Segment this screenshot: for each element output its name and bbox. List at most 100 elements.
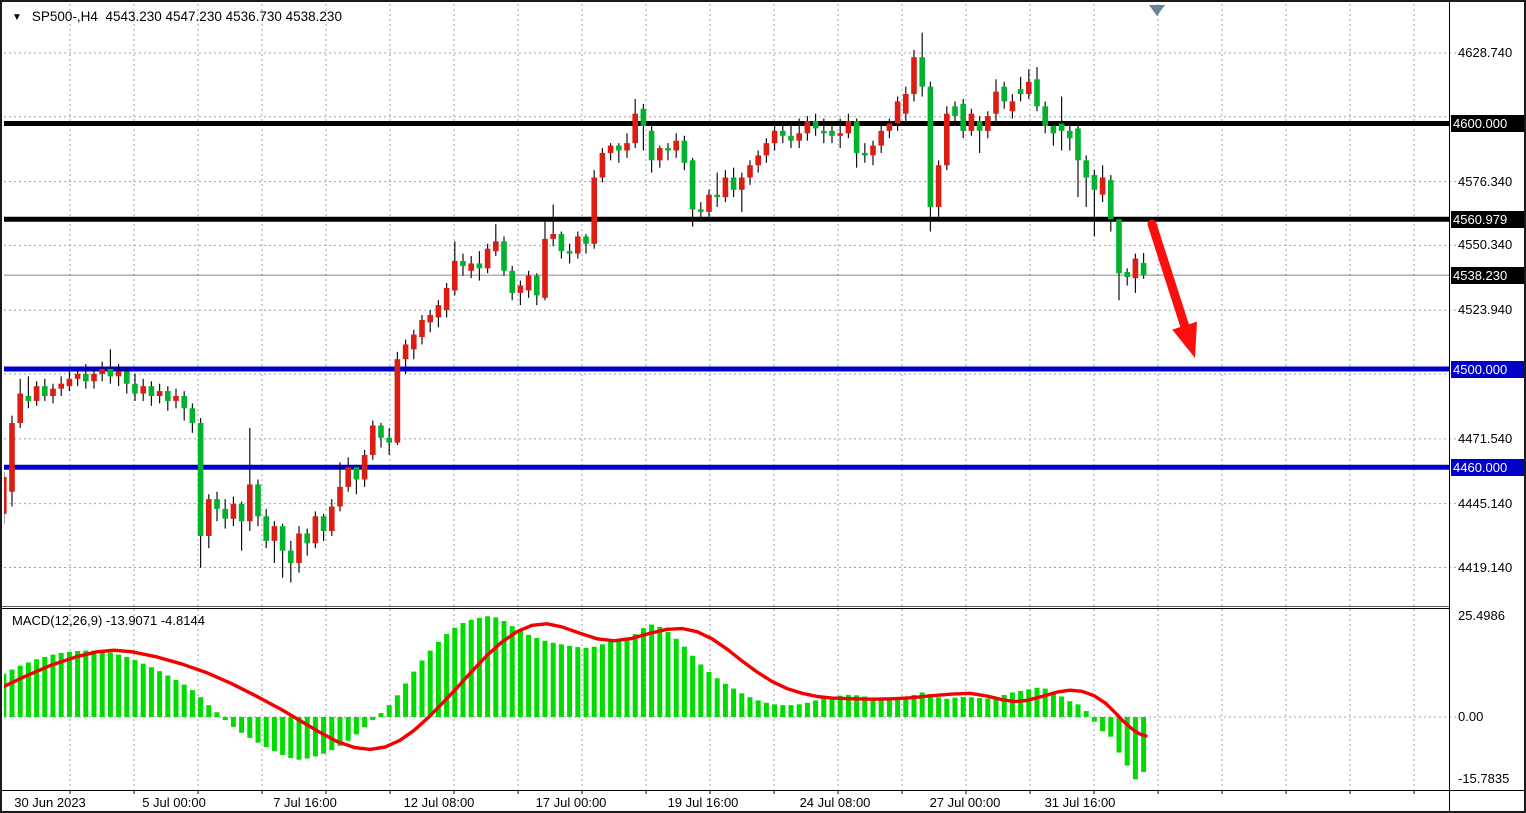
symbol-period-label: SP500-,H4 bbox=[31, 9, 98, 24]
price-tick-label: 4445.140 bbox=[1458, 495, 1513, 511]
trend-arrow-shaft[interactable] bbox=[1147, 219, 1192, 338]
candle-down bbox=[566, 251, 573, 254]
candle-up bbox=[1026, 81, 1032, 95]
candle-down bbox=[788, 135, 794, 141]
macd-histogram-bar bbox=[1034, 687, 1040, 717]
macd-histogram-bar bbox=[854, 695, 860, 717]
macd-histogram-bar bbox=[165, 675, 171, 717]
macd-histogram-bar bbox=[690, 655, 696, 717]
candle-up bbox=[755, 155, 761, 166]
candle-down bbox=[1075, 128, 1081, 161]
candle-up bbox=[624, 143, 630, 151]
macd-histogram-bar bbox=[173, 679, 179, 717]
macd-histogram-bar bbox=[230, 717, 236, 727]
candle-up bbox=[345, 467, 351, 487]
macd-histogram-bar bbox=[214, 712, 220, 717]
macd-histogram-bar bbox=[542, 640, 548, 717]
candle-up bbox=[968, 113, 975, 131]
macd-indicator-label: MACD(12,26,9) -13.9071 -4.8144 bbox=[12, 613, 205, 628]
macd-histogram-bar bbox=[148, 667, 154, 717]
candle-down bbox=[681, 140, 688, 163]
candle-down bbox=[976, 121, 983, 131]
macd-histogram-bar bbox=[1059, 696, 1065, 717]
candle-down bbox=[689, 160, 696, 210]
candle-down bbox=[919, 57, 925, 87]
macd-histogram-bar bbox=[919, 692, 925, 717]
macd-histogram-bar bbox=[9, 669, 15, 717]
symbol-dropdown-icon[interactable]: ▼ bbox=[12, 12, 22, 23]
candle-up bbox=[837, 133, 843, 136]
candle-down bbox=[1140, 262, 1147, 276]
macd-histogram-bar bbox=[509, 626, 515, 717]
candle-up bbox=[894, 101, 901, 124]
candle-down bbox=[476, 263, 483, 269]
candle-down bbox=[1108, 179, 1114, 220]
price-tick-label: 4471.540 bbox=[1458, 430, 1513, 446]
macd-histogram-bar bbox=[280, 717, 286, 755]
candle-up bbox=[796, 133, 802, 141]
time-axis-label: 24 Jul 08:00 bbox=[799, 795, 871, 810]
plot-area[interactable] bbox=[2, 32, 1148, 780]
candle-up bbox=[985, 116, 991, 131]
macd-histogram-bar bbox=[567, 645, 573, 717]
macd-histogram-bar bbox=[468, 619, 474, 717]
candle-up bbox=[747, 165, 753, 178]
macd-histogram-bar bbox=[271, 717, 277, 751]
candle-down bbox=[132, 383, 138, 394]
candle-up bbox=[673, 140, 679, 151]
candle-down bbox=[648, 130, 655, 161]
candle-down bbox=[197, 423, 204, 536]
macd-histogram-bar bbox=[780, 705, 786, 717]
macd-histogram-bar bbox=[1083, 711, 1089, 717]
candle-up bbox=[452, 260, 458, 291]
macd-histogram-bar bbox=[747, 697, 753, 717]
macd-histogram-bar bbox=[75, 651, 81, 717]
macd-histogram-bar bbox=[837, 695, 843, 717]
macd-histogram-bar bbox=[977, 698, 983, 717]
macd-histogram-bar bbox=[534, 638, 540, 717]
candle-down bbox=[509, 270, 515, 293]
candle-up bbox=[739, 177, 745, 190]
candle-down bbox=[83, 373, 89, 382]
candle-down bbox=[640, 108, 647, 126]
candle-up bbox=[370, 425, 376, 455]
candle-up bbox=[66, 378, 73, 387]
candle-up bbox=[33, 386, 40, 401]
candle-up bbox=[1099, 177, 1106, 195]
candle-up bbox=[329, 506, 335, 532]
macd-histogram-bar bbox=[862, 696, 868, 717]
macd-histogram-bar bbox=[419, 660, 425, 717]
macd-histogram-bar bbox=[714, 678, 720, 717]
candle-up bbox=[763, 143, 770, 156]
macd-histogram-bar bbox=[993, 697, 999, 717]
scroll-to-end-marker[interactable] bbox=[1149, 5, 1165, 16]
candle-up bbox=[58, 383, 64, 389]
time-axis-label: 5 Jul 00:00 bbox=[142, 795, 206, 810]
macd-histogram-bar bbox=[1001, 694, 1007, 717]
candle-down bbox=[279, 526, 286, 551]
price-badge-black: 4600.000 bbox=[1451, 115, 1524, 132]
candle-down bbox=[927, 86, 934, 207]
candle-down bbox=[304, 533, 310, 544]
macd-histogram-bar bbox=[460, 622, 466, 717]
macd-histogram-bar bbox=[493, 617, 499, 717]
candle-down bbox=[42, 386, 48, 397]
candle-down bbox=[812, 121, 819, 129]
macd-histogram-bar bbox=[722, 683, 728, 717]
macd-histogram-bar bbox=[813, 700, 819, 717]
macd-histogram-bar bbox=[796, 704, 802, 717]
macd-histogram-bar bbox=[968, 697, 974, 717]
candle-up bbox=[878, 130, 884, 146]
macd-histogram-bar bbox=[845, 694, 851, 717]
candle-up bbox=[74, 373, 81, 379]
candle-down bbox=[181, 396, 187, 409]
macd-histogram-bar bbox=[411, 671, 417, 717]
macd-histogram-bar bbox=[403, 683, 409, 717]
macd-histogram-bar bbox=[140, 663, 146, 717]
macd-histogram-bar bbox=[739, 693, 745, 717]
candle-up bbox=[4, 477, 7, 514]
macd-histogram-bar bbox=[936, 697, 942, 717]
macd-histogram-bar bbox=[107, 652, 113, 717]
trend-arrow-head[interactable] bbox=[1172, 321, 1197, 358]
